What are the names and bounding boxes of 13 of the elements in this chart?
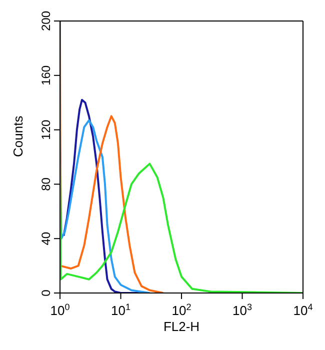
x-axis-title: FL2-H — [163, 319, 200, 334]
y-tick-label: 0 — [39, 289, 53, 296]
x-tick-label: 10$^{4}$ — [293, 302, 313, 318]
x-tick-label: 10$^{0}$ — [50, 302, 70, 318]
y-tick-label: 80 — [39, 177, 53, 191]
y-tick-label: 40 — [39, 232, 53, 246]
x-tick-label: 10$^{2}$ — [172, 302, 192, 318]
y-tick-label: 160 — [39, 65, 53, 86]
x-tick-label: 10$^{3}$ — [232, 302, 252, 318]
y-tick-label: 200 — [39, 10, 53, 32]
y-axis-title: Counts — [10, 115, 26, 157]
y-tick-label: 120 — [39, 119, 53, 140]
x-tick-label: 10$^{1}$ — [111, 302, 130, 318]
